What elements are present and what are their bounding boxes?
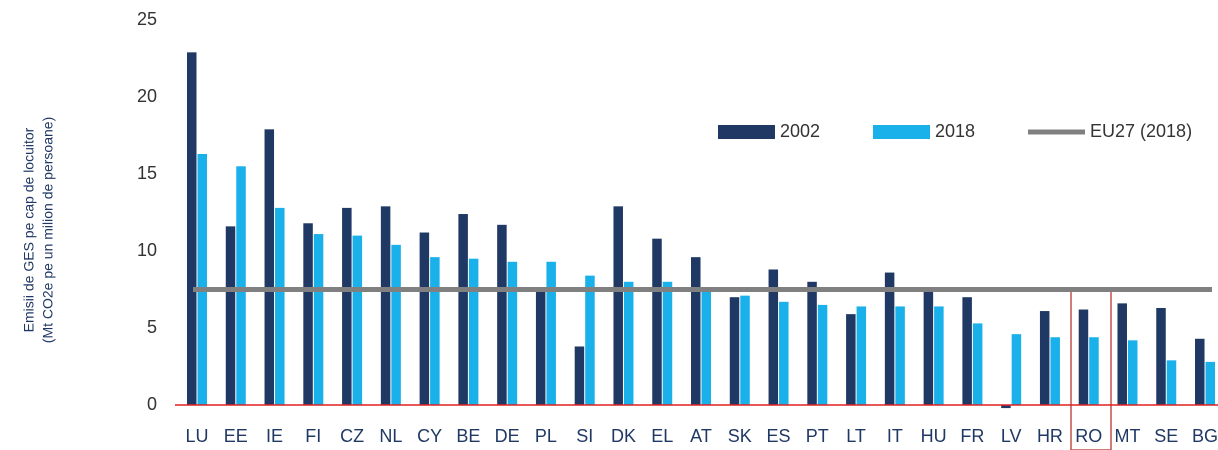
- x-tick-label: CZ: [340, 426, 364, 446]
- y-label-line: Emisii de GES pe cap de locuitor: [21, 127, 37, 332]
- bar: [779, 301, 789, 405]
- x-tick-label: IE: [266, 426, 283, 446]
- bar: [740, 295, 750, 405]
- bar: [884, 272, 895, 405]
- bar: [497, 224, 507, 405]
- bar: [972, 323, 983, 405]
- bar: [225, 226, 236, 405]
- bar: [807, 281, 817, 405]
- bar: [768, 269, 779, 405]
- x-tick-label: FI: [305, 426, 321, 446]
- bar: [1089, 337, 1099, 405]
- x-tick-label: BG: [1192, 426, 1218, 446]
- x-tick-label: EL: [651, 426, 673, 446]
- bar: [1205, 361, 1216, 405]
- bar: [1195, 338, 1205, 405]
- bar: [187, 52, 197, 406]
- x-tick-label: EE: [224, 426, 248, 446]
- legend-label: 2018: [935, 121, 975, 141]
- bar: [856, 306, 867, 405]
- bar: [701, 287, 712, 405]
- bar: [264, 129, 275, 405]
- y-tick-label: 5: [147, 317, 157, 337]
- bar: [652, 238, 662, 405]
- legend-label: EU27 (2018): [1090, 121, 1192, 141]
- bar: [197, 153, 207, 405]
- bar: [352, 235, 363, 405]
- x-tick-label: HR: [1037, 426, 1063, 446]
- bar: [817, 304, 828, 405]
- bar: [507, 261, 518, 405]
- x-tick-label: DE: [495, 426, 520, 446]
- bar: [468, 258, 479, 405]
- bar: [846, 314, 856, 405]
- x-tick-label: AT: [690, 426, 712, 446]
- x-tick-label: MT: [1114, 426, 1140, 446]
- bar: [535, 289, 546, 405]
- bar: [895, 306, 905, 405]
- bar: [1050, 337, 1060, 405]
- x-tick-label: PT: [806, 426, 829, 446]
- y-tick-label: 0: [147, 394, 157, 414]
- x-tick-label: SK: [728, 426, 752, 446]
- x-tick-label: DK: [611, 426, 636, 446]
- x-tick-label: NL: [379, 426, 402, 446]
- y-tick-label: 25: [137, 9, 157, 29]
- bar: [391, 244, 401, 405]
- bar: [934, 306, 944, 405]
- bar: [546, 261, 556, 405]
- bar: [1117, 303, 1127, 405]
- bar: [419, 232, 430, 405]
- bar: [380, 206, 391, 405]
- x-tick-label: LT: [846, 426, 866, 446]
- x-tick-label: HU: [921, 426, 947, 446]
- bar: [1078, 309, 1089, 405]
- x-tick-label: LV: [1001, 426, 1022, 446]
- x-tick-label: PL: [535, 426, 557, 446]
- bar: [691, 257, 701, 405]
- bar: [1011, 334, 1022, 405]
- bar: [1001, 405, 1011, 409]
- y-tick-label: 10: [137, 240, 157, 260]
- bar: [1039, 311, 1050, 405]
- bar: [662, 281, 673, 405]
- x-tick-label: ES: [767, 426, 791, 446]
- x-tick-label: SE: [1154, 426, 1178, 446]
- y-tick-label: 15: [137, 163, 157, 183]
- x-tick-label: RO: [1075, 426, 1102, 446]
- bar: [1127, 340, 1138, 405]
- bar: [458, 214, 468, 405]
- bar: [236, 166, 246, 405]
- y-label-line: (Mt CO2e pe un milion de persoane): [40, 117, 56, 343]
- bar: [623, 281, 634, 405]
- bar: [613, 206, 623, 405]
- bar: [923, 289, 934, 405]
- legend-swatch: [873, 125, 930, 139]
- bar: [313, 234, 324, 405]
- bar: [1166, 360, 1177, 405]
- bar: [342, 207, 352, 405]
- bar: [275, 207, 285, 405]
- x-tick-label: CY: [417, 426, 442, 446]
- x-tick-label: LU: [185, 426, 208, 446]
- bar: [430, 257, 440, 405]
- x-tick-label: BE: [456, 426, 480, 446]
- y-axis-label: Emisii de GES pe cap de locuitor (Mt CO2…: [21, 117, 56, 343]
- x-tick-label: SI: [576, 426, 593, 446]
- bar: [1156, 307, 1166, 405]
- bar: [729, 297, 740, 405]
- legend-swatch: [718, 125, 775, 139]
- bar: [574, 346, 585, 405]
- x-tick-label: FR: [960, 426, 984, 446]
- legend-label: 2002: [780, 121, 820, 141]
- bar: [962, 297, 972, 405]
- bar: [585, 275, 595, 405]
- x-tick-label: IT: [887, 426, 903, 446]
- bar: [303, 223, 313, 405]
- y-tick-label: 20: [137, 86, 157, 106]
